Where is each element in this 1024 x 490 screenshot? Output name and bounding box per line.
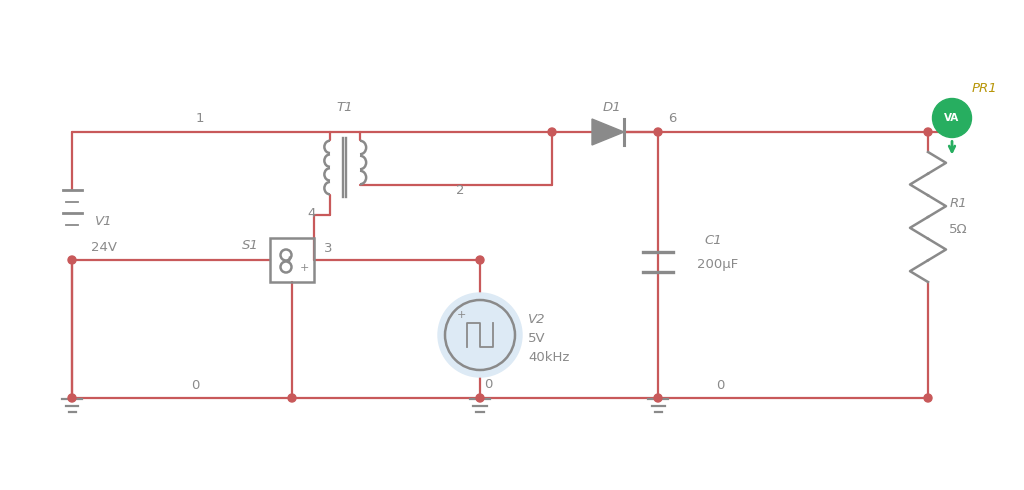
Text: S1: S1 <box>242 239 258 251</box>
Circle shape <box>924 128 932 136</box>
Text: PR1: PR1 <box>972 81 997 95</box>
Circle shape <box>68 256 76 264</box>
Text: 40kHz: 40kHz <box>528 350 569 364</box>
Circle shape <box>548 128 556 136</box>
Circle shape <box>68 394 76 402</box>
Text: R1: R1 <box>949 196 967 210</box>
Text: 5V: 5V <box>528 332 546 344</box>
Text: 1: 1 <box>196 112 204 124</box>
Circle shape <box>933 98 972 138</box>
Text: 4: 4 <box>308 206 316 220</box>
Circle shape <box>288 394 296 402</box>
Circle shape <box>654 128 662 136</box>
Text: V1: V1 <box>95 215 113 228</box>
Text: +: + <box>299 263 308 273</box>
Text: 0: 0 <box>483 378 493 392</box>
Text: VA: VA <box>944 113 959 122</box>
Circle shape <box>654 394 662 402</box>
Text: T1: T1 <box>337 100 353 114</box>
Text: 6: 6 <box>668 112 676 124</box>
Text: 3: 3 <box>324 242 332 254</box>
Circle shape <box>476 256 484 264</box>
Circle shape <box>476 394 484 402</box>
Text: 2: 2 <box>456 183 464 196</box>
Text: 0: 0 <box>716 378 724 392</box>
Text: 5Ω: 5Ω <box>948 222 968 236</box>
Text: +: + <box>457 310 466 320</box>
Text: V2: V2 <box>528 313 546 325</box>
Text: 200μF: 200μF <box>697 258 738 270</box>
Circle shape <box>924 394 932 402</box>
Circle shape <box>438 293 522 377</box>
Text: 0: 0 <box>190 378 200 392</box>
Text: C1: C1 <box>705 234 722 246</box>
Text: D1: D1 <box>603 100 622 114</box>
Text: 24V: 24V <box>91 241 117 254</box>
Polygon shape <box>592 119 624 145</box>
